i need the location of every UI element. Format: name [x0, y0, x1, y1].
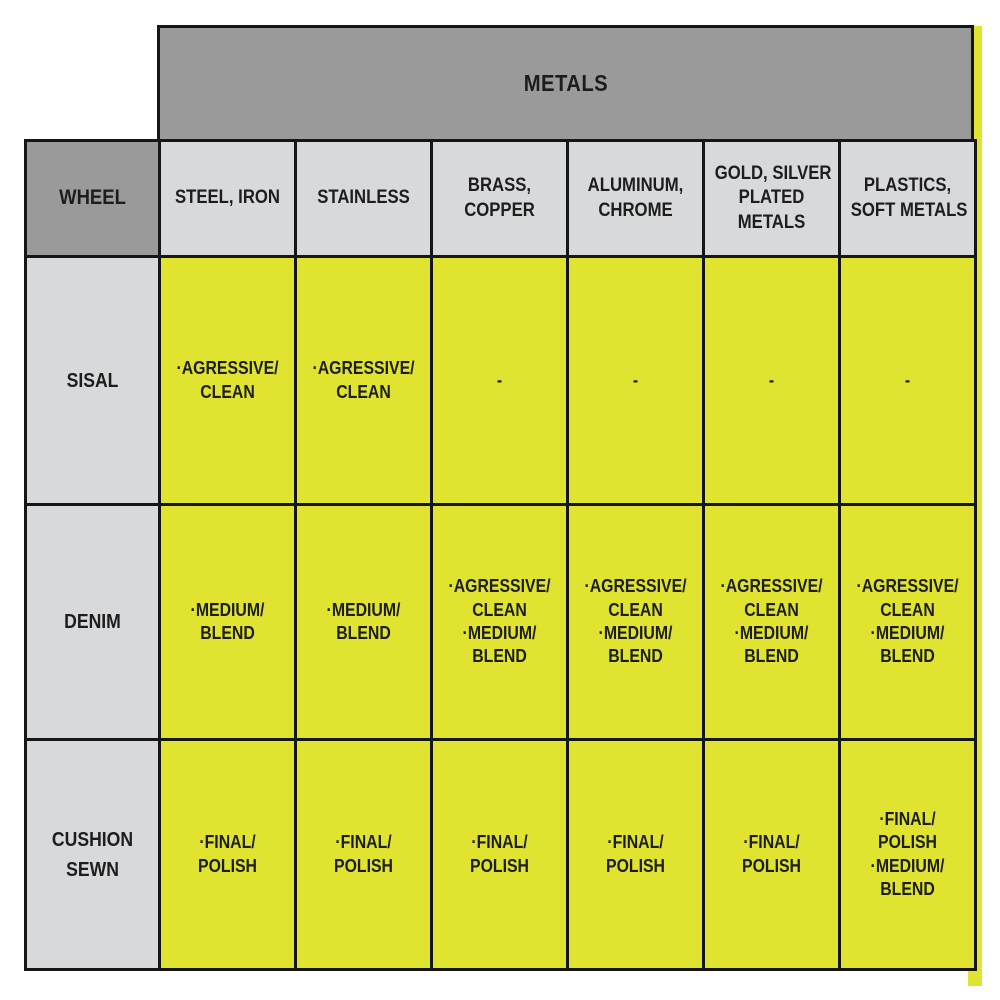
cell-denim-brass-copper: ·AGRESSIVE/ CLEAN ·MEDIUM/ BLEND: [430, 503, 569, 741]
cell-cushion-brass-copper: ·FINAL/ POLISH: [430, 738, 569, 971]
cell-cushion-aluminum-chrome: ·FINAL/ POLISH: [566, 738, 705, 971]
column-header-aluminum-chrome: ALUMINUM, CHROME: [566, 139, 705, 258]
cell-denim-plastics-soft-metals: ·AGRESSIVE/ CLEAN ·MEDIUM/ BLEND: [838, 503, 977, 741]
cell-sisal-brass-copper: -: [430, 255, 569, 506]
cell-denim-aluminum-chrome: ·AGRESSIVE/ CLEAN ·MEDIUM/ BLEND: [566, 503, 705, 741]
cell-sisal-stainless: ·AGRESSIVE/ CLEAN: [294, 255, 433, 506]
wheel-header-cell: WHEEL: [24, 139, 161, 258]
column-header-gold-silver-plated: GOLD, SILVER PLATED METALS: [702, 139, 841, 258]
cell-sisal-steel-iron: ·AGRESSIVE/ CLEAN: [158, 255, 297, 506]
cell-cushion-gold-silver-plated: ·FINAL/ POLISH: [702, 738, 841, 971]
column-header-plastics-soft-metals: PLASTICS, SOFT METALS: [838, 139, 977, 258]
header-row: WHEEL STEEL, IRON STAINLESS BRASS, COPPE…: [24, 139, 977, 258]
cell-sisal-aluminum-chrome: -: [566, 255, 705, 506]
cell-cushion-steel-iron: ·FINAL/ POLISH: [158, 738, 297, 971]
cell-sisal-gold-silver-plated: -: [702, 255, 841, 506]
row-label-denim: DENIM: [24, 503, 161, 741]
metals-header-label: METALS: [523, 69, 608, 96]
cell-denim-stainless: ·MEDIUM/ BLEND: [294, 503, 433, 741]
cell-sisal-plastics-soft-metals: -: [838, 255, 977, 506]
metals-header: METALS: [157, 25, 974, 142]
wheel-header-label: WHEEL: [59, 186, 126, 210]
row-label-sisal: SISAL: [24, 255, 161, 506]
compatibility-table: WHEEL STEEL, IRON STAINLESS BRASS, COPPE…: [24, 139, 977, 971]
cell-cushion-stainless: ·FINAL/ POLISH: [294, 738, 433, 971]
cell-denim-steel-iron: ·MEDIUM/ BLEND: [158, 503, 297, 741]
column-header-stainless: STAINLESS: [294, 139, 433, 258]
table-row-cushion-sewn: CUSHION SEWN ·FINAL/ POLISH ·FINAL/ POLI…: [24, 738, 977, 971]
table-row-denim: DENIM ·MEDIUM/ BLEND ·MEDIUM/ BLEND ·AGR…: [24, 503, 977, 741]
column-header-brass-copper: BRASS, COPPER: [430, 139, 569, 258]
cell-denim-gold-silver-plated: ·AGRESSIVE/ CLEAN ·MEDIUM/ BLEND: [702, 503, 841, 741]
cell-cushion-plastics-soft-metals: ·FINAL/ POLISH ·MEDIUM/ BLEND: [838, 738, 977, 971]
row-label-cushion-sewn: CUSHION SEWN: [24, 738, 161, 971]
table-row-sisal: SISAL ·AGRESSIVE/ CLEAN ·AGRESSIVE/ CLEA…: [24, 255, 977, 506]
column-header-steel-iron: STEEL, IRON: [158, 139, 297, 258]
